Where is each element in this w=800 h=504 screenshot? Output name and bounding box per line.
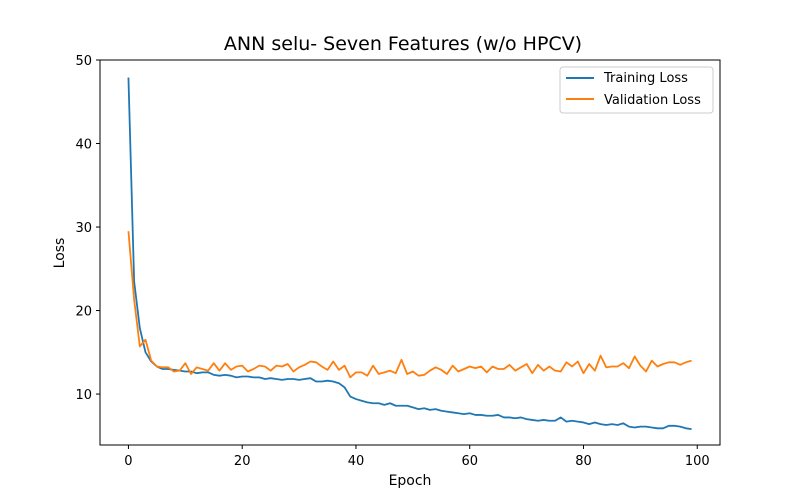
x-tick-label: 20 [234,454,251,469]
training-loss-line [127,77,692,431]
y-tick-label: 40 [75,138,92,153]
plot-frame [99,59,721,446]
y-axis-label: Loss [52,238,68,269]
x-axis: 0 20 40 60 80 100 [124,445,710,469]
legend: Training Loss Validation Loss [559,66,714,114]
y-tick-label: 50 [75,54,92,69]
plot-lines [127,77,692,431]
x-tick-label: 60 [461,454,478,469]
legend-label-training: Training Loss [603,71,688,86]
validation-loss-line [127,231,692,379]
x-axis-label: Epoch [389,473,432,489]
y-tick-label: 30 [75,221,92,236]
x-tick-label: 80 [575,454,592,469]
x-tick-label: 0 [124,454,132,469]
y-tick-label: 10 [75,388,92,403]
y-axis: 10 20 30 40 50 [75,54,100,403]
legend-box [559,66,714,114]
chart-title: ANN selu- Seven Features (w/o HPCV) [224,33,582,55]
y-tick-label: 20 [75,305,92,320]
x-tick-label: 40 [348,454,365,469]
x-tick-label: 100 [685,454,710,469]
legend-label-validation: Validation Loss [604,93,701,108]
